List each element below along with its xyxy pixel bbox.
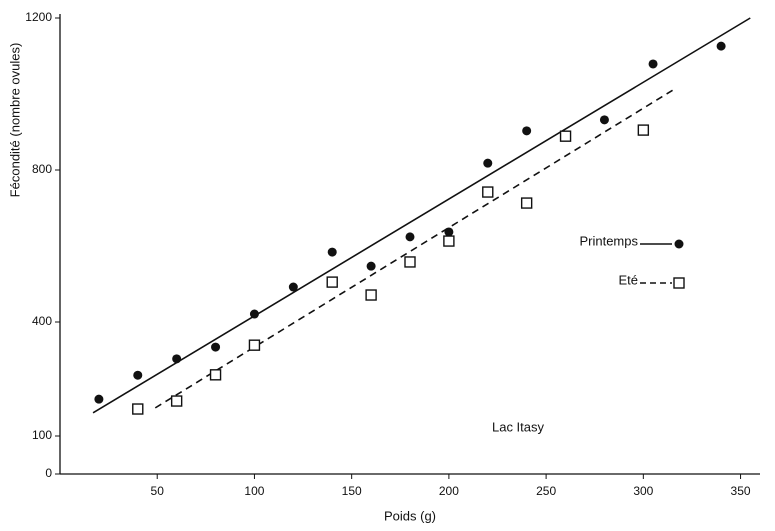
point	[249, 309, 259, 319]
point	[648, 59, 658, 69]
point	[366, 261, 376, 271]
point	[209, 369, 222, 381]
legend-marker	[673, 277, 685, 289]
point	[211, 342, 221, 352]
y-tick-label: 100	[32, 428, 52, 442]
point	[405, 232, 415, 242]
x-tick-label: 100	[244, 484, 264, 498]
fit-line	[92, 17, 751, 414]
point	[288, 282, 298, 292]
legend-label: Printemps	[579, 233, 638, 248]
legend-marker	[674, 239, 684, 249]
point	[520, 197, 533, 209]
point	[327, 247, 337, 257]
fit-line	[154, 87, 677, 409]
point	[522, 126, 532, 136]
point	[637, 124, 650, 136]
y-tick-label: 400	[32, 314, 52, 328]
point	[365, 289, 377, 301]
point	[326, 276, 338, 288]
x-tick-label: 50	[151, 484, 165, 498]
point	[599, 115, 609, 125]
point	[404, 256, 416, 268]
y-tick-label: 0	[45, 466, 52, 480]
x-tick-label: 250	[536, 484, 556, 498]
point	[559, 130, 572, 142]
point	[170, 395, 183, 407]
y-axis-title: Fécondité (nombre ovules)	[7, 43, 22, 198]
annotation: Lac Itasy	[492, 419, 545, 434]
point	[483, 158, 493, 168]
point	[133, 370, 143, 380]
point	[248, 339, 261, 351]
x-axis-title: Poids (g)	[384, 508, 436, 523]
point	[443, 235, 455, 247]
x-tick-label: 350	[731, 484, 751, 498]
point	[172, 354, 182, 364]
x-tick-label: 300	[633, 484, 653, 498]
legend-label: Eté	[618, 272, 638, 287]
y-tick-label: 800	[32, 162, 52, 176]
point	[716, 41, 726, 51]
point	[482, 186, 494, 198]
x-tick-label: 150	[342, 484, 362, 498]
y-tick-label: 1200	[25, 10, 52, 24]
point	[94, 394, 104, 404]
x-tick-label: 200	[439, 484, 459, 498]
point	[132, 403, 144, 415]
